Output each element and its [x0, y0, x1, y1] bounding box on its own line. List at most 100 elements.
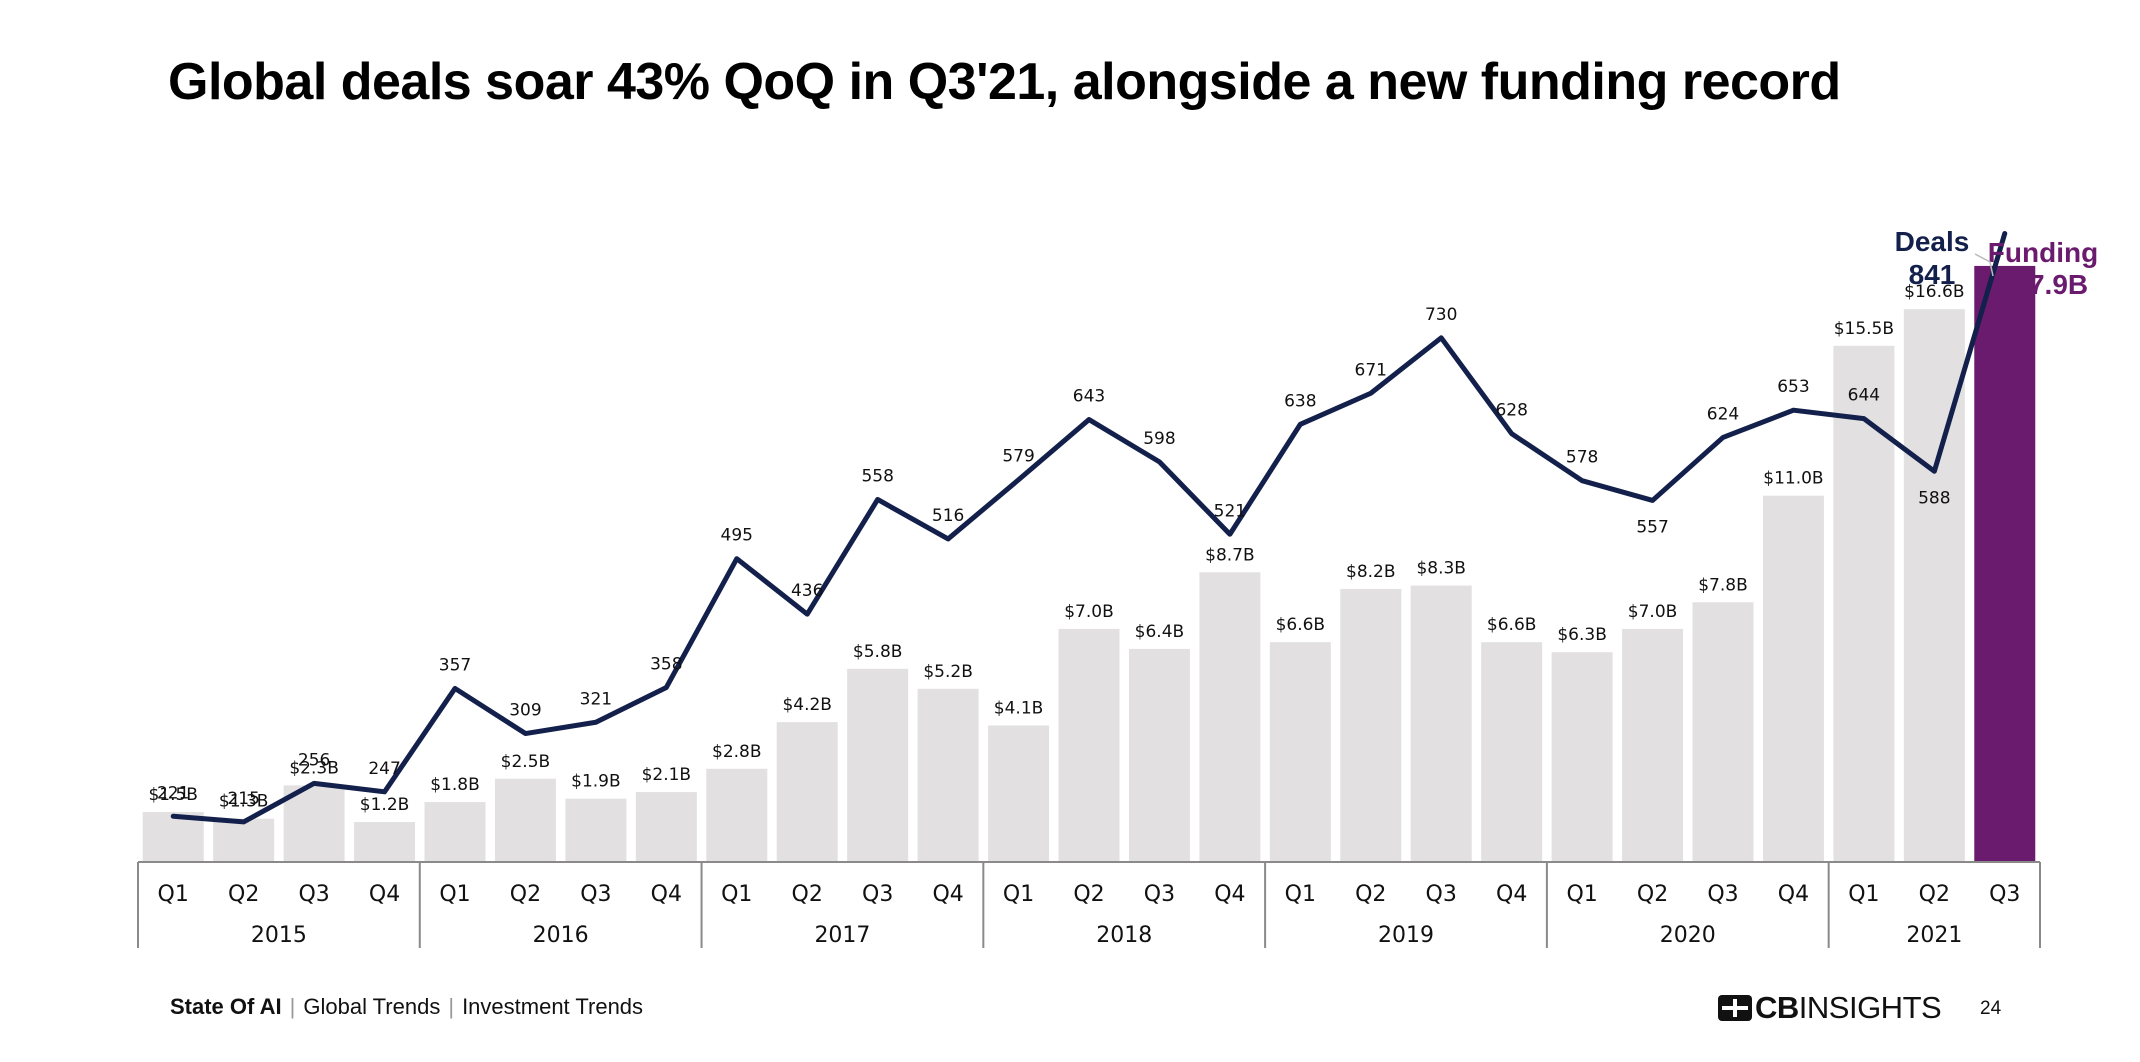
x-tick-label: Q1: [158, 882, 189, 907]
deals-point-label: 557: [1636, 517, 1668, 537]
deals-point-label: 644: [1848, 386, 1880, 406]
funding-bar-label: $8.2B: [1346, 562, 1396, 582]
latest-quarter-callouts: Deals 841 Funding $17.9B: [1895, 226, 2099, 300]
deals-point-label: 653: [1777, 377, 1809, 397]
funding-bar: [1692, 602, 1754, 862]
deals-point-label: 357: [439, 655, 471, 675]
deals-point-label: 321: [580, 689, 612, 709]
funding-bar: [847, 668, 909, 862]
callout-leader-line: [1974, 253, 1994, 277]
deals-callout-label: Deals: [1895, 226, 1970, 257]
funding-bar-label: $7.0B: [1628, 602, 1678, 622]
x-tick-label: Q2: [792, 882, 823, 907]
x-tick-label: Q1: [1003, 882, 1034, 907]
year-label: 2019: [1378, 923, 1434, 948]
funding-bar-label: $5.2B: [923, 662, 973, 682]
funding-bar-label: $4.1B: [994, 698, 1044, 718]
x-tick-label: Q1: [1285, 882, 1316, 907]
deals-point-label: 578: [1566, 448, 1598, 468]
x-tick-label: Q4: [1778, 882, 1809, 907]
funding-bar-label: $1.9B: [571, 772, 621, 792]
funding-bar: [1410, 585, 1472, 862]
funding-bar: [424, 802, 486, 862]
funding-bar-label: $2.3B: [289, 758, 339, 778]
funding-bar: [1833, 345, 1895, 863]
funding-bar: [1128, 648, 1190, 862]
deals-point-label: 358: [650, 654, 682, 674]
x-tick-label: Q4: [1496, 882, 1527, 907]
x-tick-label: Q1: [439, 882, 470, 907]
funding-bar-label: $11.0B: [1763, 469, 1823, 489]
funding-bar: [1481, 642, 1543, 862]
deals-point-label: 643: [1073, 387, 1105, 407]
footer-separator: |: [448, 994, 455, 1019]
deals-point-label: 436: [791, 581, 823, 601]
logo-text-bold: CB: [1755, 990, 1799, 1025]
funding-bar-label: $5.8B: [853, 642, 903, 662]
x-tick-label: Q1: [1566, 882, 1597, 907]
funding-bar-labels: $1.5B $1.3B $2.3B $1.2B $1.8B $2.5B $1.9B $2.1B…: [148, 282, 1964, 815]
deals-point-label: 256: [298, 750, 330, 770]
x-tick-label: Q2: [1637, 882, 1668, 907]
deals-point-label: 495: [721, 526, 753, 546]
deals-point-label: 516: [932, 506, 964, 526]
funding-bar-label: $7.8B: [1698, 575, 1748, 595]
funding-bar-label: $6.6B: [1276, 615, 1326, 635]
funding-bar: [1622, 628, 1684, 862]
footer-section-global-trends: Global Trends: [303, 994, 441, 1019]
logo-text-rest: INSIGHTS: [1798, 990, 1942, 1025]
funding-bar: [283, 785, 345, 862]
deals-point-label: 628: [1495, 401, 1527, 421]
funding-bar: [1762, 495, 1824, 862]
x-tick-label: Q2: [1919, 882, 1950, 907]
x-tick-label: Q4: [1214, 882, 1245, 907]
deals-point-label: 730: [1425, 305, 1457, 325]
year-label: 2017: [814, 923, 870, 948]
deals-point-label: 588: [1918, 488, 1950, 508]
x-tick-label: Q1: [1848, 882, 1879, 907]
deals-point-label: 624: [1707, 404, 1739, 424]
year-label: 2018: [1096, 923, 1152, 948]
funding-bar-label: $4.2B: [782, 695, 832, 715]
deals-point-label: 215: [227, 789, 259, 809]
funding-bar-label: $1.8B: [430, 775, 480, 795]
x-tick-label: Q2: [1355, 882, 1386, 907]
year-label: 2016: [533, 923, 589, 948]
deals-point-label: 558: [861, 466, 893, 486]
footer-separator: |: [289, 994, 296, 1019]
funding-bar-label: $8.7B: [1205, 545, 1255, 565]
funding-bar: [354, 822, 416, 862]
x-tick-label: Q3: [580, 882, 611, 907]
x-tick-label: Q1: [721, 882, 752, 907]
x-tick-label: Q2: [510, 882, 541, 907]
deals-point-label: 221: [157, 783, 189, 803]
x-tick-label: Q2: [1073, 882, 1104, 907]
x-axis: Q1 Q2 Q3 Q4 Q1 Q2 Q3 Q4 Q1 Q2 Q3 Q4 Q1 Q2 Q3 Q4 Q1 Q2 Q3 Q4…: [137, 861, 2041, 948]
funding-callout-value: $17.9B: [1998, 269, 2088, 300]
funding-bar: [1974, 265, 2036, 862]
deals-point-label: 598: [1143, 429, 1175, 449]
deals-point-label: 638: [1284, 391, 1316, 411]
funding-bar: [1199, 572, 1261, 862]
deals-point-labels: 221 215 256 247 357 309 321 358 495 436 558 516 579 6…: [157, 305, 1951, 809]
funding-bar: [988, 725, 1050, 862]
funding-bar-label: $6.3B: [1557, 625, 1607, 645]
funding-bar-label: $16.6B: [1904, 282, 1964, 302]
year-label: 2020: [1660, 923, 1716, 948]
x-tick-label: Q3: [1989, 882, 2020, 907]
funding-bar-label: $6.4B: [1135, 622, 1185, 642]
funding-bar-label: $7.0B: [1064, 602, 1114, 622]
funding-bar-label: $8.3B: [1416, 559, 1466, 579]
page-title: Global deals soar 43% QoQ in Q3'21, alon…: [168, 53, 1841, 111]
deals-point-label: 309: [509, 701, 541, 721]
deals-point-label: 671: [1355, 360, 1387, 380]
funding-bars: [142, 265, 2036, 863]
funding-bar: [917, 688, 979, 862]
funding-bar: [635, 792, 697, 862]
footer-breadcrumb: State Of AI | Global Trends | Investment Tre…: [170, 994, 643, 1020]
cb-insights-logo: CBINSIGHTS: [1718, 990, 1942, 1026]
deals-point-label: 579: [1002, 447, 1034, 467]
deals-point-label: 521: [1214, 501, 1246, 521]
funding-bar: [494, 778, 556, 862]
